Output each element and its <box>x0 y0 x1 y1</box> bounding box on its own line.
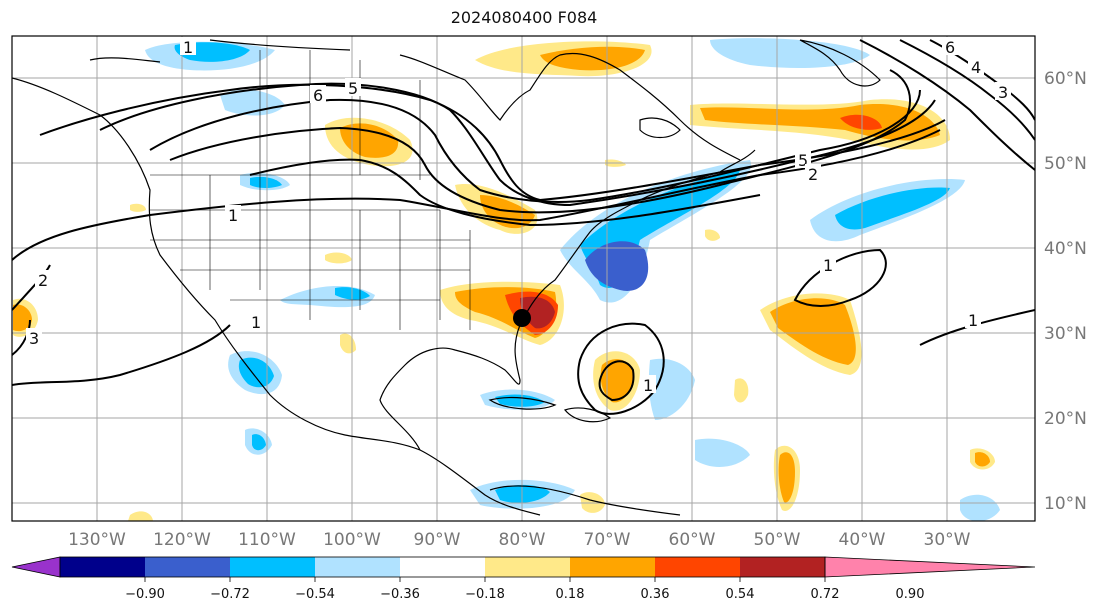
colorbar-segment <box>400 557 485 577</box>
political-borders <box>150 50 471 330</box>
lon-label: 70°W <box>584 530 631 550</box>
graticule <box>12 36 1035 521</box>
colorbar-tick: −0.90 <box>125 587 165 602</box>
lat-label: 10°N <box>1044 494 1087 514</box>
lon-label: 60°W <box>669 530 716 550</box>
colorbar-extend-low <box>11 556 61 578</box>
contour-label: 1 <box>968 311 978 330</box>
lon-label: 90°W <box>414 530 461 550</box>
map-frame <box>11 35 1036 522</box>
colorbar-tick: 0.18 <box>556 587 585 602</box>
contour-labels: 1 6 5 6 4 3 5 2 1 2 3 1 1 1 <box>26 37 1011 395</box>
colorbar-segment <box>145 557 230 577</box>
lat-label: 30°N <box>1044 324 1087 344</box>
contour-label: 3 <box>29 329 39 348</box>
lon-label: 50°W <box>754 530 801 550</box>
colorbar-tick: −0.36 <box>380 587 420 602</box>
contour-label: 5 <box>798 151 808 170</box>
colorbar-tick: 0.36 <box>641 587 670 602</box>
colorbar-segment <box>60 557 145 577</box>
contour-label: 1 <box>183 38 193 57</box>
colorbar-segment <box>740 557 825 577</box>
contour-label: 1 <box>228 206 238 225</box>
contour-label: 1 <box>643 376 653 395</box>
colorbar-segment <box>655 557 740 577</box>
colorbar-segment <box>315 557 400 577</box>
contours <box>12 39 1035 415</box>
colorbar-segment <box>570 557 655 577</box>
colorbar-tick: −0.72 <box>210 587 250 602</box>
contour-label: 6 <box>313 86 323 105</box>
colorbar-segment <box>230 557 315 577</box>
longitude-labels: 130°W 120°W 110°W 100°W 90°W 80°W 70°W 6… <box>68 530 971 550</box>
lon-label: 100°W <box>323 530 381 550</box>
contour-label: 1 <box>251 313 261 332</box>
lat-label: 20°N <box>1044 409 1087 429</box>
lon-label: 130°W <box>68 530 126 550</box>
contour-label: 1 <box>823 256 833 275</box>
colorbar-tick: 0.72 <box>811 587 840 602</box>
colorbar-extend-high <box>824 556 1036 578</box>
map-canvas: 1 6 5 6 4 3 5 2 1 2 3 1 1 1 <box>12 36 1035 521</box>
lat-label: 50°N <box>1044 154 1087 174</box>
location-marker <box>513 309 531 327</box>
contour-label: 6 <box>945 38 955 57</box>
colorbar-tick: −0.54 <box>295 587 335 602</box>
latitude-labels: 60°N 50°N 40°N 30°N 20°N 10°N <box>1044 69 1087 514</box>
contour-label: 3 <box>998 83 1008 102</box>
colorbar-tick: 0.90 <box>896 587 925 602</box>
lat-label: 40°N <box>1044 239 1087 259</box>
lon-label: 110°W <box>238 530 296 550</box>
colorbar-segment <box>485 557 570 577</box>
lon-label: 120°W <box>153 530 211 550</box>
coastlines <box>12 39 881 516</box>
colorbar-tick: 0.54 <box>726 587 755 602</box>
lat-label: 60°N <box>1044 69 1087 89</box>
contour-label: 2 <box>38 271 48 290</box>
colorbar: −0.90 −0.72 −0.54 −0.36 −0.18 0.18 0.36 … <box>11 556 1036 602</box>
lon-label: 40°W <box>839 530 886 550</box>
lon-label: 80°W <box>499 530 546 550</box>
map-title: 2024080400 F084 <box>450 8 598 27</box>
contour-label: 4 <box>971 58 981 77</box>
lon-label: 30°W <box>924 530 971 550</box>
colorbar-tick: −0.18 <box>465 587 505 602</box>
contour-label: 2 <box>808 165 818 184</box>
contour-label: 5 <box>348 79 358 98</box>
